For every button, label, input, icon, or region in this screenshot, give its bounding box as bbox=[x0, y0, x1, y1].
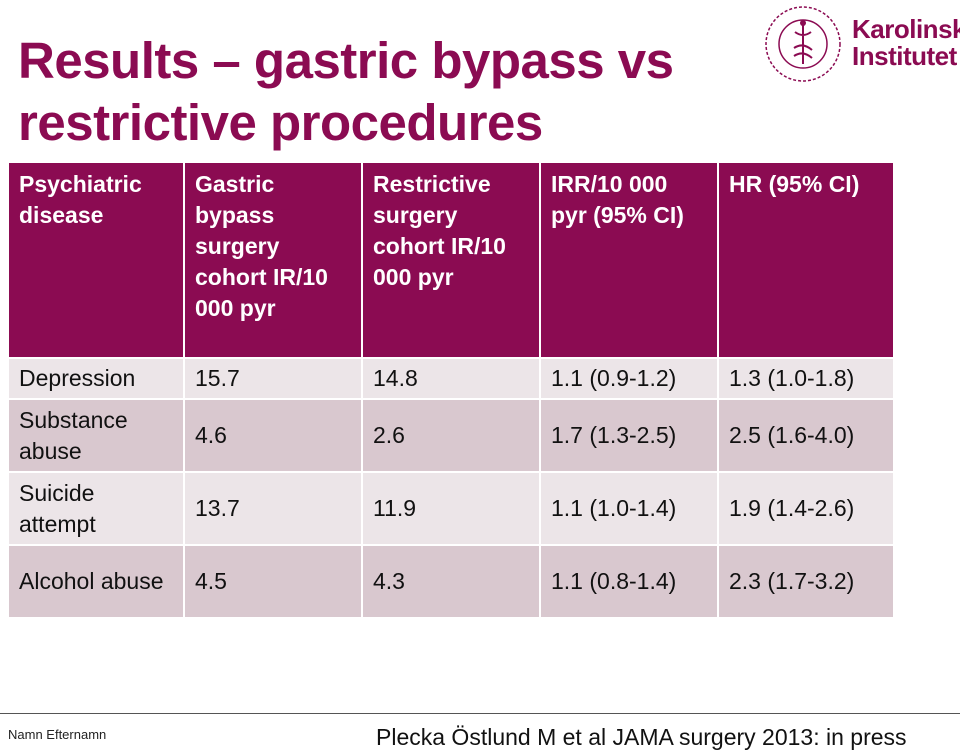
footer-citation: Plecka Östlund M et al JAMA surgery 2013… bbox=[376, 724, 907, 750]
cell-disease: Substance abuse bbox=[9, 400, 183, 471]
cell-gastric-ir: 4.6 bbox=[185, 400, 361, 471]
seal-icon bbox=[765, 6, 841, 82]
karolinska-logo: Karolinska Institutet bbox=[752, 4, 960, 86]
cell-disease: Suicide attempt bbox=[9, 473, 183, 544]
cell-disease: Depression bbox=[9, 359, 183, 398]
slide-title: Results – gastric bypass vs restrictive … bbox=[18, 32, 674, 151]
footer-author: Namn Efternamn bbox=[8, 727, 107, 742]
results-table: Psychiatric disease Gastric bypass surge… bbox=[7, 161, 895, 619]
cell-irr: 1.1 (0.9-1.2) bbox=[541, 359, 717, 398]
cell-gastric-ir: 4.5 bbox=[185, 546, 361, 617]
cell-hr: 2.3 (1.7-3.2) bbox=[719, 546, 893, 617]
cell-gastric-ir: 15.7 bbox=[185, 359, 361, 398]
table-row-depression: Depression 15.7 14.8 1.1 (0.9-1.2) 1.3 (… bbox=[9, 359, 893, 398]
cell-hr: 1.9 (1.4-2.6) bbox=[719, 473, 893, 544]
table-header-row: Psychiatric disease Gastric bypass surge… bbox=[9, 163, 893, 357]
cell-restrictive-ir: 2.6 bbox=[363, 400, 539, 471]
cell-restrictive-ir: 4.3 bbox=[363, 546, 539, 617]
cell-disease: Alcohol abuse bbox=[9, 546, 183, 617]
cell-hr: 1.3 (1.0-1.8) bbox=[719, 359, 893, 398]
logo-line-1: Karolinska bbox=[852, 14, 960, 44]
cell-restrictive-ir: 11.9 bbox=[363, 473, 539, 544]
header-restrictive-surgery: Restrictive surgery cohort IR/10 000 pyr bbox=[363, 163, 539, 357]
cell-hr: 2.5 (1.6-4.0) bbox=[719, 400, 893, 471]
table-row-substance-abuse: Substance abuse 4.6 2.6 1.7 (1.3-2.5) 2.… bbox=[9, 400, 893, 471]
cell-irr: 1.7 (1.3-2.5) bbox=[541, 400, 717, 471]
header-psychiatric-disease: Psychiatric disease bbox=[9, 163, 183, 357]
logo-line-2: Institutet bbox=[852, 41, 957, 71]
header-irr: IRR/10 000 pyr (95% CI) bbox=[541, 163, 717, 357]
header-hr: HR (95% CI) bbox=[719, 163, 893, 357]
logo-wordmark: Karolinska Institutet bbox=[852, 16, 960, 70]
header-gastric-bypass: Gastric bypass surgery cohort IR/10 000 … bbox=[185, 163, 361, 357]
footer-divider bbox=[0, 713, 960, 714]
table-row-suicide-attempt: Suicide attempt 13.7 11.9 1.1 (1.0-1.4) … bbox=[9, 473, 893, 544]
table-row-alcohol-abuse: Alcohol abuse 4.5 4.3 1.1 (0.8-1.4) 2.3 … bbox=[9, 546, 893, 617]
cell-irr: 1.1 (0.8-1.4) bbox=[541, 546, 717, 617]
cell-irr: 1.1 (1.0-1.4) bbox=[541, 473, 717, 544]
cell-restrictive-ir: 14.8 bbox=[363, 359, 539, 398]
cell-gastric-ir: 13.7 bbox=[185, 473, 361, 544]
